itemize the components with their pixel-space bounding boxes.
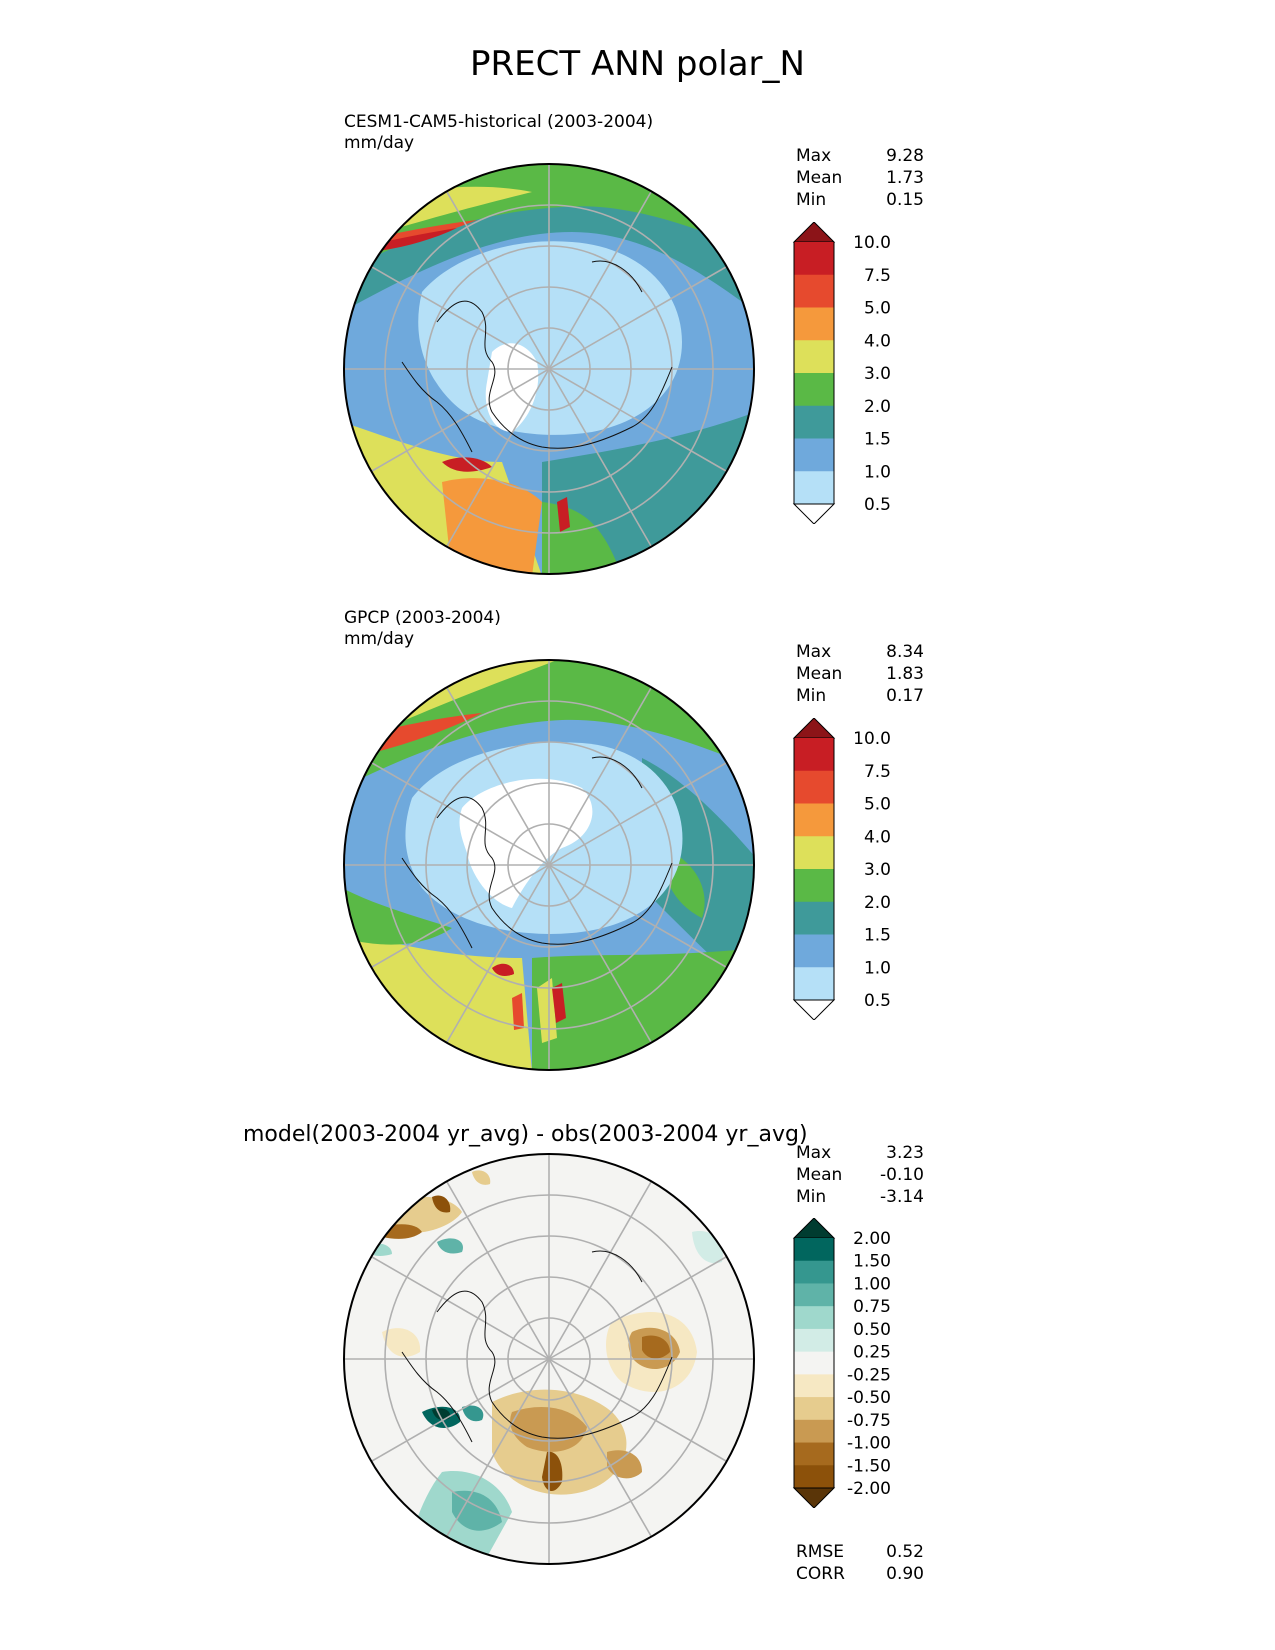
colorbar-tick-label: 4.0 xyxy=(864,331,891,351)
obs-stat-max-value: 8.34 xyxy=(886,642,924,662)
colorbar-segment xyxy=(794,307,834,341)
colorbar-tick-label: -1.50 xyxy=(847,1456,891,1476)
colorbar-segment xyxy=(794,1238,834,1262)
model-stat-max-value: 9.28 xyxy=(886,146,924,166)
colorbar-segment xyxy=(794,1306,834,1330)
colorbar-tick-label: 1.5 xyxy=(864,430,891,450)
diff-corr-value: 0.90 xyxy=(886,1564,924,1584)
diff-rmse-label: RMSE xyxy=(796,1542,845,1562)
obs-stat-max-label: Max xyxy=(796,642,832,662)
colorbar-tick-label: -0.50 xyxy=(847,1388,891,1408)
colorbar-tick-label: 5.0 xyxy=(864,299,891,319)
colorbar-tick-label: 5.0 xyxy=(864,795,891,815)
obs-stat-min-value: 0.17 xyxy=(886,686,924,706)
colorbar-cap-bottom xyxy=(792,1487,836,1508)
colorbar-segment xyxy=(794,405,834,439)
colorbar-segment xyxy=(794,438,834,472)
colorbar-segment xyxy=(794,1442,834,1466)
model-stat-mean-value: 1.73 xyxy=(886,168,924,188)
colorbar-cap-bottom xyxy=(792,999,836,1020)
colorbar-tick-label: 2.0 xyxy=(864,893,891,913)
colorbar-tick-label: 7.5 xyxy=(864,266,891,286)
colorbar-segment xyxy=(794,901,834,935)
diff-corr-label: CORR xyxy=(796,1564,845,1584)
colorbar-segment xyxy=(794,967,834,1001)
colorbar-segment xyxy=(794,1283,834,1307)
colorbar-tick-label: 0.25 xyxy=(853,1343,891,1363)
colorbar-tick-label: -1.00 xyxy=(847,1434,891,1454)
colorbar-tick-label: 0.5 xyxy=(864,495,891,515)
colorbar-tick-label: 1.0 xyxy=(864,462,891,482)
colorbar-segment xyxy=(794,1465,834,1489)
diff-stat-mean-value: -0.10 xyxy=(880,1165,924,1185)
colorbar-tick-label: 10.0 xyxy=(853,729,891,749)
model-colorbar: 10.0 7.5 5.0 4.0 3.0 2.0 1.5 1.0 0.5 xyxy=(792,222,891,524)
model-stat-mean-label: Mean xyxy=(796,168,843,188)
obs-panel-title: GPCP (2003-2004) mm/day xyxy=(344,608,501,650)
colorbar-tick-label: 7.5 xyxy=(864,762,891,782)
colorbar-tick-label: 3.0 xyxy=(864,364,891,384)
colorbar-segment xyxy=(794,934,834,968)
colorbar-tick-label: -2.00 xyxy=(847,1479,891,1499)
colorbar-tick-label: 0.50 xyxy=(853,1320,891,1340)
diff-colorbar: 2.00 1.501.00 0.75 0.50 0.25-0.25 -0.50 -0.75 -… xyxy=(792,1218,891,1508)
diff-stat-max-label: Max xyxy=(796,1143,832,1163)
colorbar-segment xyxy=(794,1260,834,1284)
colorbar-segment xyxy=(794,869,834,903)
colorbar-cap-bottom xyxy=(792,503,836,524)
diff-rmse-value: 0.52 xyxy=(886,1542,924,1562)
colorbar-tick-label: 1.50 xyxy=(853,1252,891,1272)
colorbar-cap-top xyxy=(792,1218,836,1239)
colorbar-tick-label: 1.5 xyxy=(864,926,891,946)
colorbar-segment xyxy=(794,274,834,308)
obs-stat-mean-value: 1.83 xyxy=(886,664,924,684)
colorbar-segment xyxy=(794,836,834,870)
diff-stat-min-value: -3.14 xyxy=(880,1187,924,1207)
obs-units: mm/day xyxy=(344,629,415,649)
colorbar-segment xyxy=(794,1328,834,1353)
colorbar-tick-label: -0.75 xyxy=(847,1411,891,1431)
colorbar-tick-label: 1.0 xyxy=(864,958,891,978)
colorbar-tick-label: 0.75 xyxy=(853,1297,891,1317)
colorbar-segment xyxy=(794,1351,834,1375)
colorbar-segment xyxy=(794,770,834,804)
diff-polar-map xyxy=(343,1153,755,1565)
colorbar-segment xyxy=(794,738,834,772)
diff-panel-title: model(2003-2004 yr_avg) - obs(2003-2004 … xyxy=(243,1122,808,1147)
colorbar-tick-label: 3.0 xyxy=(864,860,891,880)
colorbar-segment xyxy=(794,803,834,837)
obs-polar-map xyxy=(343,659,755,1071)
colorbar-tick-label: 10.0 xyxy=(853,233,891,253)
obs-title-line1: GPCP (2003-2004) xyxy=(344,608,501,628)
model-title-line1: CESM1-CAM5-historical (2003-2004) xyxy=(344,112,654,132)
model-panel-title: CESM1-CAM5-historical (2003-2004) mm/day xyxy=(344,112,653,154)
model-stat-min-label: Min xyxy=(796,190,827,210)
model-units: mm/day xyxy=(344,133,415,153)
diff-stat-min-label: Min xyxy=(796,1187,827,1207)
colorbar-tick-label: -0.25 xyxy=(847,1365,891,1385)
colorbar-segment xyxy=(794,340,834,374)
obs-colorbar: 10.0 7.5 5.0 4.0 3.0 2.0 1.5 1.0 0.5 xyxy=(792,718,891,1020)
colorbar-cap-top xyxy=(792,718,836,739)
colorbar-segment xyxy=(794,373,834,407)
colorbar-tick-label: 2.0 xyxy=(864,397,891,417)
model-polar-map xyxy=(343,163,755,575)
diff-stat-mean-label: Mean xyxy=(796,1165,843,1185)
obs-stat-min-label: Min xyxy=(796,686,827,706)
colorbar-tick-label: 2.00 xyxy=(853,1229,891,1249)
colorbar-tick-label: 4.0 xyxy=(864,827,891,847)
model-stat-min-value: 0.15 xyxy=(886,190,924,210)
colorbar-segment xyxy=(794,471,834,505)
colorbar-tick-label: 1.00 xyxy=(853,1274,891,1294)
model-stat-max-label: Max xyxy=(796,146,832,166)
colorbar-segment xyxy=(794,242,834,276)
diff-stat-max-value: 3.23 xyxy=(886,1143,924,1163)
colorbar-segment xyxy=(794,1374,834,1398)
colorbar-tick-label: 0.5 xyxy=(864,991,891,1011)
colorbar-segment xyxy=(794,1419,834,1444)
colorbar-segment xyxy=(794,1397,834,1421)
figure-title: PRECT ANN polar_N xyxy=(470,44,805,84)
colorbar-cap-top xyxy=(792,222,836,243)
obs-stat-mean-label: Mean xyxy=(796,664,843,684)
